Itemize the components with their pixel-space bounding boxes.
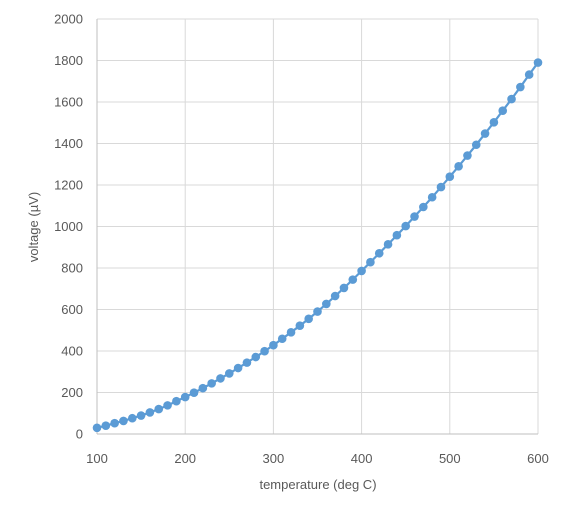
y-tick-label: 800 [61,261,83,276]
x-tick-label: 100 [86,451,108,466]
data-point [419,202,428,212]
data-point [251,352,261,362]
series-layer [92,58,543,433]
data-point [295,321,305,330]
data-point [304,314,313,324]
x-tick-label: 600 [527,451,549,466]
data-point [392,230,402,240]
data-point [92,423,102,433]
data-point [366,257,375,267]
data-point [110,418,119,428]
data-point [533,58,543,67]
data-point [348,275,358,284]
data-point [172,396,181,406]
y-tick-label: 400 [61,344,83,359]
data-point [507,94,516,104]
data-point [277,334,287,344]
x-tick-label: 500 [439,451,461,466]
data-point [119,416,128,426]
data-point [498,106,508,116]
data-point [427,192,437,202]
data-point [233,363,243,373]
data-point [410,212,419,221]
x-axis-title: temperature (deg C) [259,477,376,492]
data-point [216,374,225,383]
data-point [516,82,525,92]
data-point [260,346,269,356]
data-point [313,307,322,316]
x-tick-label: 300 [263,451,285,466]
data-point [163,401,172,410]
y-tick-label: 1600 [54,95,83,110]
data-point [471,140,481,150]
data-point [463,151,472,160]
data-point [383,240,393,249]
y-tick-label: 0 [76,427,83,442]
x-tick-label: 400 [351,451,373,466]
data-point [374,248,384,258]
y-tick-label: 1000 [54,219,83,234]
data-point [154,404,164,414]
data-point [145,408,155,417]
data-point [339,283,349,293]
y-tick-label: 2000 [54,12,83,27]
data-point [189,388,199,398]
data-point [401,221,411,231]
data-point [242,358,252,367]
y-tick-label: 1800 [54,53,83,68]
data-point [357,266,366,276]
data-point [436,182,446,192]
data-point [198,383,208,393]
y-tick-label: 200 [61,385,83,400]
tick-labels: 0 200 400 600 800 1000 1200 1400 1600 1800 2000 100… [54,12,549,467]
y-tick-label: 600 [61,302,83,317]
data-point [330,291,340,301]
data-point [480,129,490,138]
y-tick-label: 1200 [54,178,83,193]
data-point [322,299,331,309]
data-point [180,392,190,402]
y-tick-label: 1400 [54,136,83,151]
data-point [127,413,137,423]
data-point [269,340,278,350]
series-line [96,61,539,429]
axes [96,19,538,435]
data-point [524,70,534,79]
data-point [454,162,463,171]
data-point [445,172,455,181]
y-axis-title: voltage (µV) [26,192,41,262]
data-point [101,421,111,431]
data-point [207,379,216,388]
grid [97,18,539,434]
x-tick-label: 200 [174,451,196,466]
data-point [225,369,234,378]
data-point [286,328,296,337]
data-point [136,411,146,420]
data-point [489,118,499,127]
